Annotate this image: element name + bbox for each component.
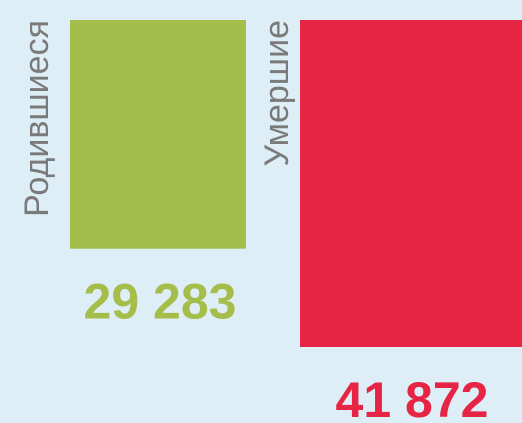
bar	[70, 20, 246, 249]
category-label: Родившиеся	[18, 20, 56, 217]
value-label: 41 872	[336, 372, 489, 423]
bar	[300, 20, 522, 347]
category-label: Умершие	[258, 20, 296, 166]
value-label: 29 283	[84, 274, 237, 330]
